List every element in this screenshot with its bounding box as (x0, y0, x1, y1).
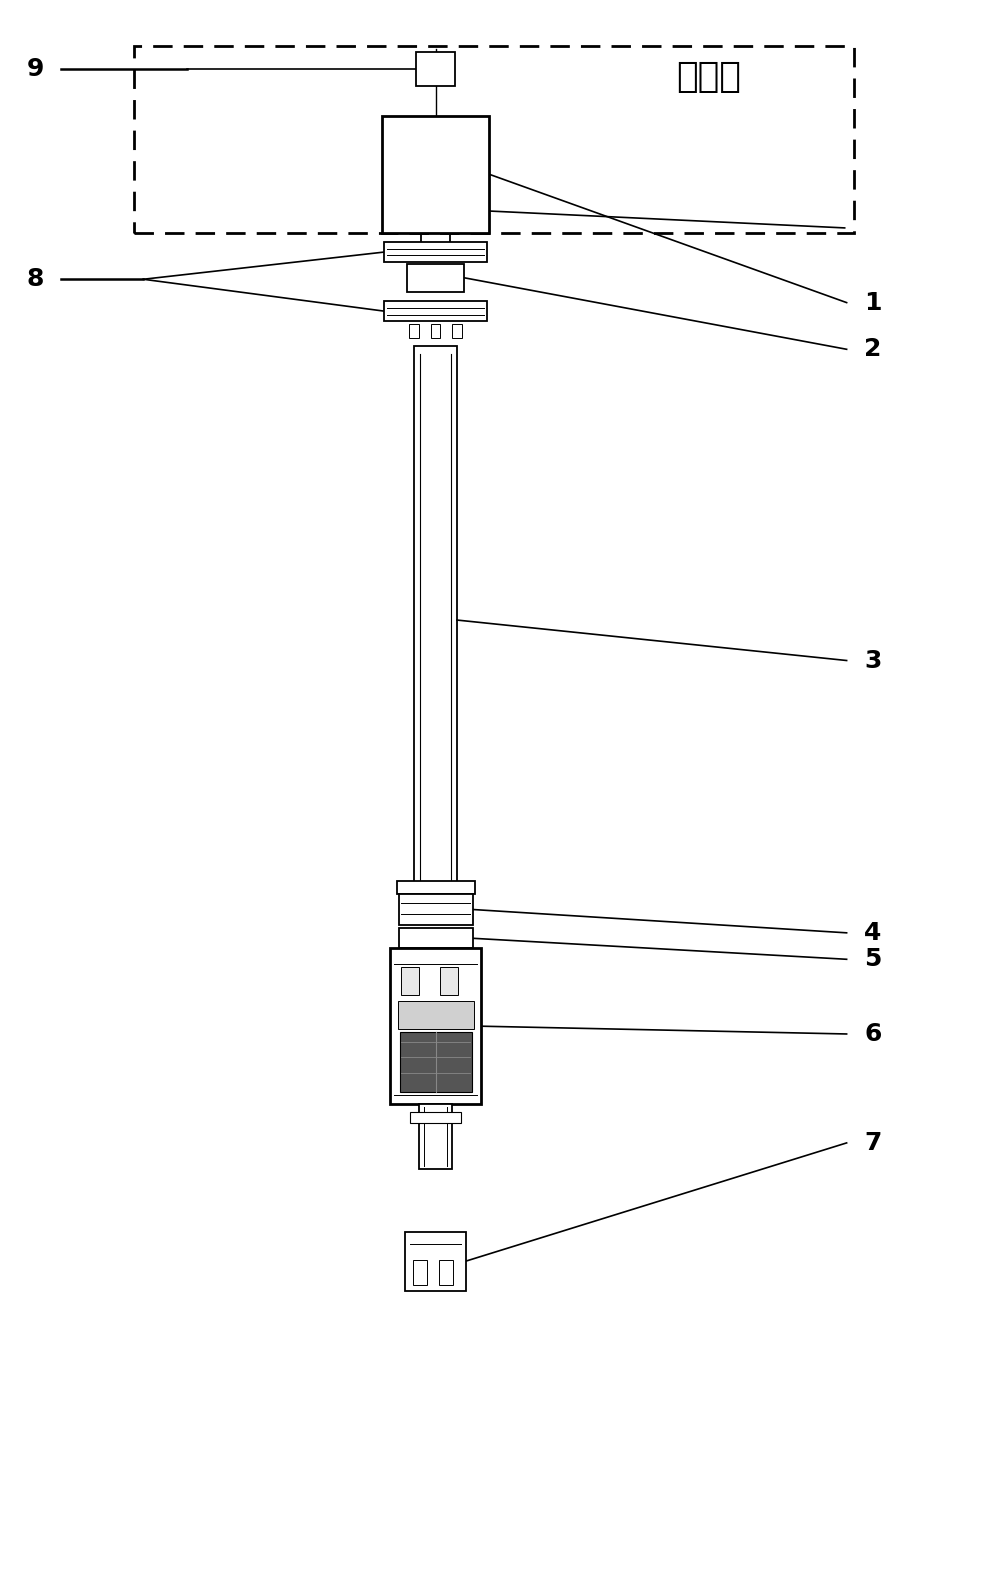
Text: 2: 2 (864, 338, 881, 361)
Text: 1: 1 (864, 290, 881, 314)
Bar (398, 928, 472, 948)
Bar (441, 967, 458, 995)
Bar (384, 301, 487, 322)
Bar (431, 325, 441, 339)
Bar (384, 242, 487, 262)
Bar (410, 1112, 460, 1123)
Bar (405, 1231, 465, 1291)
Bar (407, 264, 463, 292)
Bar (401, 967, 419, 995)
Text: 3: 3 (864, 648, 881, 672)
Bar (414, 345, 457, 893)
Bar (413, 1259, 427, 1284)
Text: 6: 6 (864, 1022, 881, 1046)
Bar (396, 881, 474, 893)
Bar (409, 325, 419, 339)
Bar (397, 1002, 473, 1030)
Bar (453, 325, 461, 339)
Bar (382, 116, 489, 232)
Text: 7: 7 (864, 1130, 881, 1156)
Bar (399, 1033, 471, 1091)
Text: 8: 8 (27, 267, 43, 292)
Text: 9: 9 (27, 57, 43, 82)
Text: 真空外: 真空外 (676, 60, 741, 94)
Bar (440, 1259, 453, 1284)
Bar (419, 1104, 453, 1170)
Bar (416, 52, 455, 86)
Text: 4: 4 (864, 922, 881, 945)
Text: 5: 5 (864, 947, 881, 972)
Bar (398, 893, 472, 925)
Bar (390, 948, 481, 1104)
